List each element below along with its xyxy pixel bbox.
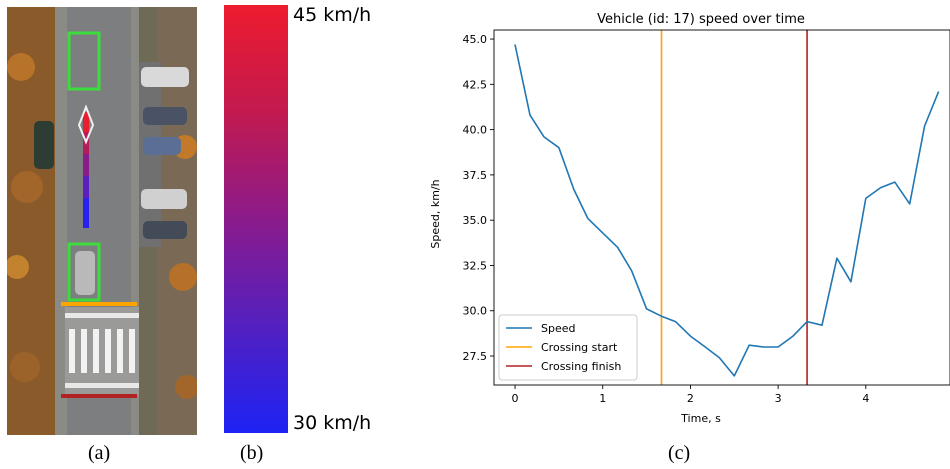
x-tick-label: 3 xyxy=(775,392,782,405)
x-tick-label: 1 xyxy=(599,392,606,405)
crosswalk-edge xyxy=(65,383,139,388)
speed-trail xyxy=(83,112,89,132)
parked-car xyxy=(143,137,181,155)
speed-colorbar xyxy=(224,5,288,433)
legend-label: Speed xyxy=(541,322,575,335)
x-tick-label: 0 xyxy=(512,392,519,405)
parked-car xyxy=(143,107,187,125)
left-sidewalk xyxy=(55,7,67,435)
tree-foliage xyxy=(175,375,197,399)
aerial-photo xyxy=(7,7,197,435)
y-tick-label: 37.5 xyxy=(463,169,488,182)
parked-car xyxy=(141,67,189,87)
legend-label: Crossing finish xyxy=(541,360,621,373)
tree-foliage xyxy=(169,263,197,291)
legend-box xyxy=(498,314,638,381)
parked-car xyxy=(143,221,187,239)
tree-foliage xyxy=(10,352,40,382)
direction-marker xyxy=(77,104,95,145)
speed-trail xyxy=(83,176,89,198)
caption-c: (c) xyxy=(668,442,691,464)
speed-trail xyxy=(83,154,89,176)
speed-chart: Vehicle (id: 17) speed over time Time, s… xyxy=(429,12,950,425)
y-axis-label: Speed, km/h xyxy=(429,179,442,248)
parked-car xyxy=(141,189,187,209)
x-tick-label: 4 xyxy=(862,392,869,405)
legend-label: Crossing start xyxy=(541,341,618,354)
tree-foliage xyxy=(7,255,29,279)
x-tick-label: 2 xyxy=(687,392,694,405)
colorbar-max-label: 45 km/h xyxy=(293,4,372,26)
y-tick-label: 40.0 xyxy=(463,124,488,137)
x-axis-label: Time, s xyxy=(680,412,721,425)
crosswalk-edge xyxy=(65,313,139,318)
tree-foliage xyxy=(7,53,35,81)
speed-trail xyxy=(83,198,89,228)
crosswalk-area xyxy=(65,307,139,395)
tree-foliage xyxy=(11,171,43,203)
speed-series-line xyxy=(514,44,940,377)
right-sidewalk xyxy=(131,7,139,435)
detection-box-start xyxy=(67,242,101,302)
y-tick-label: 30.0 xyxy=(463,305,488,318)
zebra-stripes xyxy=(69,329,135,373)
detection-box-end xyxy=(67,31,101,91)
tracked-vehicle xyxy=(75,251,95,295)
y-tick-label: 35.0 xyxy=(463,214,488,227)
y-tick-label: 32.5 xyxy=(463,259,488,272)
y-tick-label: 45.0 xyxy=(463,33,488,46)
caption-a: (a) xyxy=(88,442,111,464)
colorbar-min-label: 30 km/h xyxy=(293,412,372,434)
y-tick-label: 42.5 xyxy=(463,78,488,91)
crossing-start-line xyxy=(61,302,137,306)
plot-frame xyxy=(493,29,950,386)
crossing-finish-line xyxy=(61,394,137,398)
y-tick-label: 27.5 xyxy=(463,350,488,363)
caption-b: (b) xyxy=(240,442,264,464)
chart-title: Vehicle (id: 17) speed over time xyxy=(597,12,805,27)
parked-car xyxy=(34,121,54,169)
